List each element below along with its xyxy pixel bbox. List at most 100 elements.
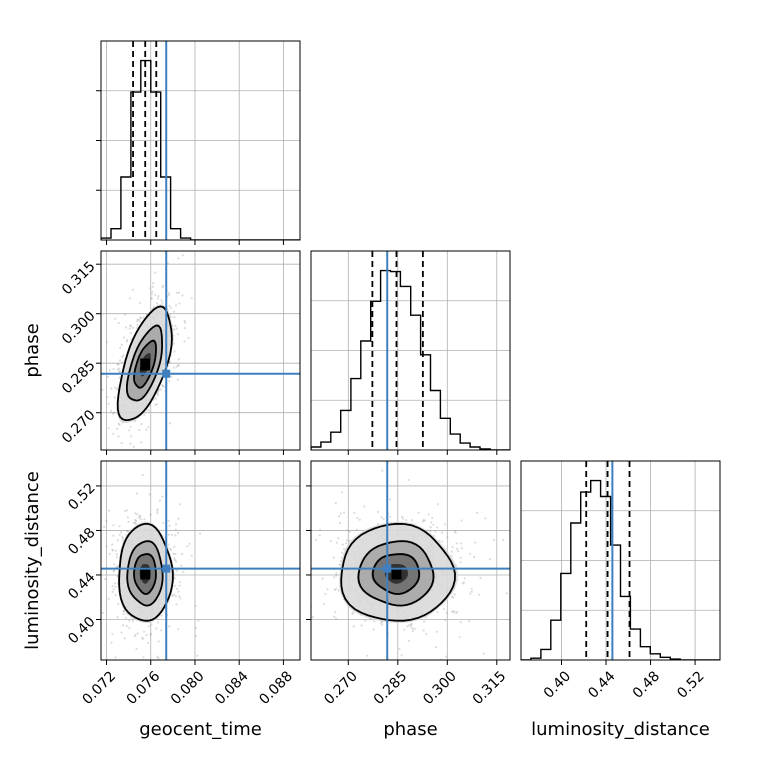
sample-point (108, 552, 111, 555)
contour-0 (116, 305, 173, 421)
sample-point (139, 316, 142, 320)
sample-point (122, 609, 125, 613)
sample-point (411, 627, 414, 630)
contour-2 (371, 553, 420, 595)
sample-point (333, 615, 336, 619)
sample-point (287, 575, 289, 577)
sample-point (142, 656, 145, 659)
sample-point (122, 354, 125, 357)
sample-point (110, 410, 113, 413)
sample-point (158, 388, 161, 391)
sample-point (356, 517, 359, 520)
sample-point (120, 441, 123, 445)
sample-point (178, 302, 181, 305)
sample-point (388, 498, 392, 501)
sample-point (174, 584, 177, 587)
sample-point (141, 637, 144, 641)
sample-point (162, 521, 165, 524)
sample-point (434, 530, 437, 533)
sample-point (140, 441, 143, 444)
sample-point (157, 390, 160, 393)
sample-point (139, 518, 143, 521)
sample-point (468, 619, 471, 623)
sample-point (132, 445, 135, 448)
panel-content (101, 461, 300, 660)
sample-point (364, 619, 367, 622)
sample-point (120, 631, 123, 634)
sample-point (107, 597, 110, 601)
sample-point (126, 509, 129, 512)
sample-point (128, 619, 131, 622)
sample-point (422, 520, 425, 523)
panel-frame (520, 460, 721, 661)
sample-point (459, 542, 463, 545)
sample-point (459, 621, 462, 624)
sample-point (410, 623, 413, 626)
sample-point (177, 531, 180, 535)
sample-point (452, 611, 455, 614)
sample-point (141, 636, 144, 639)
sample-point (112, 524, 115, 527)
sample-point (430, 521, 433, 524)
sample-point (138, 515, 141, 518)
sample-point (129, 455, 131, 457)
sample-point (114, 386, 117, 389)
sample-point (372, 628, 375, 631)
sample-point (147, 625, 151, 628)
sample-point (134, 519, 138, 523)
sample-point (143, 413, 146, 416)
sample-point (156, 509, 159, 512)
sample-point (167, 294, 171, 297)
sample-point (440, 540, 443, 543)
y-tick-label: 0.44 (65, 569, 98, 602)
sample-point (121, 537, 124, 540)
sample-point (147, 409, 150, 412)
sample-point (335, 572, 338, 575)
sample-point (116, 368, 119, 371)
sample-point (115, 387, 118, 390)
sample-point (456, 550, 459, 553)
sample-point (360, 624, 363, 627)
sample-point (444, 618, 447, 622)
sample-point (177, 364, 180, 367)
sample-point (459, 556, 462, 559)
panel-frame (100, 250, 301, 451)
x-axis-label-phase: phase (383, 719, 437, 740)
sample-point (424, 519, 427, 522)
sample-point (138, 516, 141, 520)
sample-point (300, 556, 302, 558)
x-tick-label: 0.48 (630, 668, 663, 701)
sample-point (129, 435, 133, 438)
sample-point (157, 656, 160, 660)
sample-point (178, 595, 181, 598)
histogram-phase (311, 269, 510, 450)
sample-point (456, 547, 459, 550)
sample-point (150, 296, 153, 299)
sample-point (474, 541, 477, 544)
density-peak (391, 567, 402, 580)
sample-point (125, 340, 128, 343)
sample-point (118, 533, 121, 536)
gridlines (521, 461, 720, 660)
sample-point (147, 426, 150, 429)
sample-point (135, 647, 138, 651)
sample-point (146, 641, 150, 645)
sample-point (435, 630, 438, 633)
sample-point (113, 396, 116, 399)
contour-0 (118, 522, 174, 622)
sample-point (118, 359, 122, 362)
sample-point (181, 254, 184, 257)
sample-point (158, 499, 161, 502)
y-axis-label-luminosity_distance: luminosity_distance (22, 471, 43, 650)
panel-frame (310, 460, 511, 661)
sample-point (122, 336, 126, 339)
sample-point (86, 472, 88, 474)
sample-point (450, 595, 454, 599)
sample-point (132, 521, 136, 524)
sample-point (174, 534, 177, 537)
sample-point (177, 333, 180, 336)
sample-point (476, 511, 479, 514)
sample-point (172, 552, 175, 556)
sample-point (121, 361, 124, 364)
